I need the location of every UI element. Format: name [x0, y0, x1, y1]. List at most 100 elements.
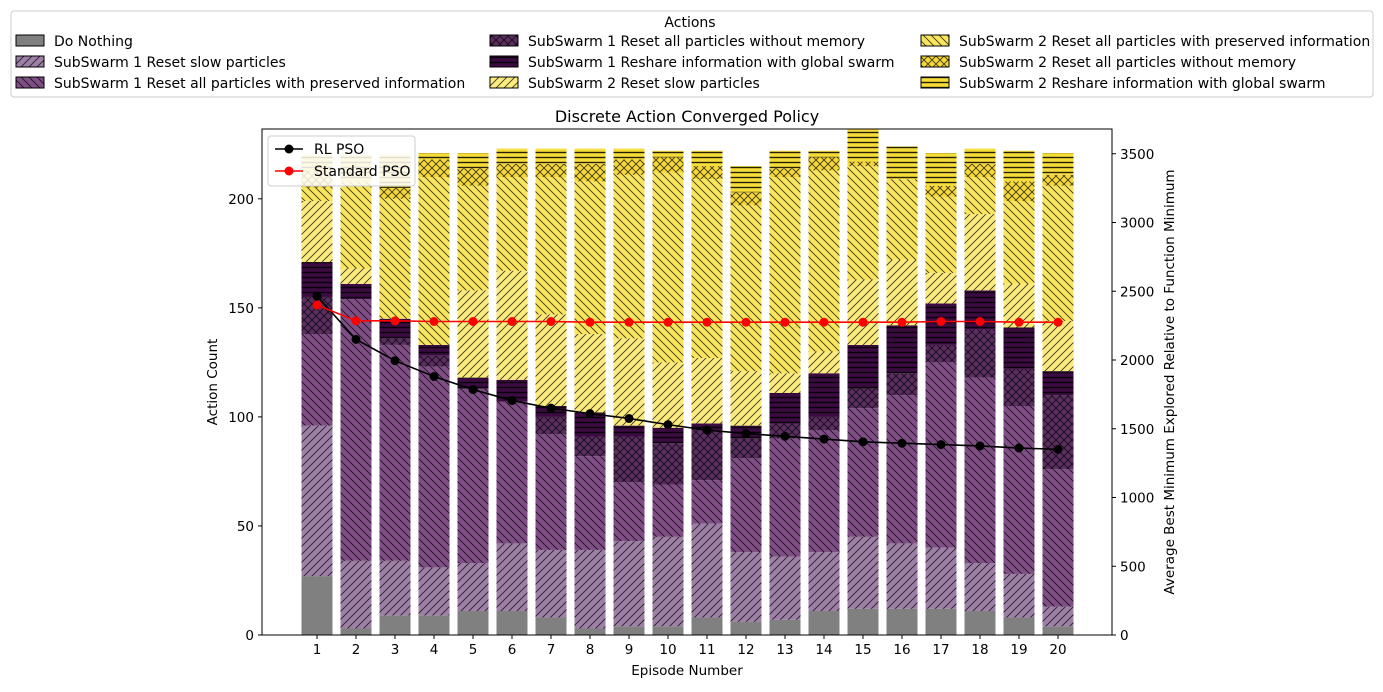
bar-fill-do-nothing-ep3 [379, 615, 411, 635]
point-rl-pso-ep10 [663, 420, 673, 430]
bar-segment [964, 148, 996, 164]
bar-hatch [964, 163, 996, 177]
legend-item-subswarm-1-reset-all-particles-with-preserved-information: SubSwarm 1 Reset all particles with pres… [15, 76, 465, 92]
y-tick-label: 100 [228, 410, 254, 426]
bar-segment [574, 628, 606, 635]
point-standard-pso-ep9 [624, 317, 634, 327]
bar-segment [652, 427, 684, 444]
bar-hatch [457, 377, 489, 389]
x-tick-label: 2 [352, 642, 361, 658]
legend-frame [10, 10, 1374, 98]
bar-fill-do-nothing-ep11 [691, 617, 723, 635]
bar-segment [496, 148, 528, 164]
bar-hatch [847, 279, 879, 345]
bar-segment [418, 615, 450, 635]
bar-hatch [652, 536, 684, 627]
bar-hatch [535, 314, 567, 406]
bar-segment [340, 268, 372, 284]
bar-segment [457, 377, 489, 389]
bar-segment [496, 176, 528, 271]
x-tick-label: 7 [547, 642, 556, 658]
bar-fill-do-nothing-ep8 [574, 628, 606, 635]
bar-segment [769, 373, 801, 393]
bar-segment [691, 166, 723, 180]
bar-hatch [847, 129, 879, 162]
legend-label: SubSwarm 1 Reset all particles without m… [528, 34, 865, 50]
bar-segment [574, 436, 606, 457]
bar-segment [574, 181, 606, 335]
bar-segment [613, 626, 645, 635]
point-standard-pso-ep20 [1053, 317, 1063, 327]
point-standard-pso-ep7 [546, 317, 556, 326]
y2-tick-label: 0 [1120, 628, 1129, 644]
bar-segment [847, 608, 879, 635]
y-axis-label: Action Count [205, 339, 221, 426]
bar-hatch [340, 560, 372, 629]
legend-label: SubSwarm 1 Reset slow particles [54, 55, 286, 71]
bar-hatch [1042, 152, 1074, 175]
bar-fill-do-nothing-ep1 [301, 576, 333, 635]
bar-segment [613, 482, 645, 542]
bar-segment [730, 205, 762, 372]
bar-hatch [418, 159, 450, 177]
bar-hatch [847, 536, 879, 609]
bar-hatch [964, 563, 996, 612]
x-tick-label: 17 [932, 642, 949, 658]
bar-segment [652, 484, 684, 537]
bar-segment [652, 536, 684, 627]
bar-segment [886, 179, 918, 260]
bar-hatch [613, 159, 645, 175]
bar-segment [1042, 371, 1074, 396]
bar-segment [769, 168, 801, 177]
bar-hatch [1042, 174, 1074, 186]
y2-tick-label: 1500 [1120, 422, 1154, 438]
legend-rl-pso-label: RL PSO [314, 142, 364, 158]
bar-segment [886, 543, 918, 609]
bar-hatch [964, 377, 996, 564]
bar-segment [418, 159, 450, 177]
bar-hatch [847, 388, 879, 409]
bar-hatch [886, 325, 918, 374]
y-tick-label: 50 [237, 519, 254, 535]
legend-items: Do Nothing SubSwarm 1 Reset slow particle… [15, 34, 1370, 92]
bar-hatch [1003, 327, 1035, 369]
bar-hatch [1042, 371, 1074, 396]
bar-hatch [730, 166, 762, 193]
bar-segment [925, 344, 957, 363]
bar-segment [379, 615, 411, 635]
bar-fill-do-nothing-ep4 [418, 615, 450, 635]
bar-hatch [574, 334, 606, 413]
bar-segment [847, 536, 879, 609]
bar-hatch [847, 344, 879, 389]
bar-segment [1003, 327, 1035, 369]
bar-segment [535, 176, 567, 315]
bar-segment [379, 560, 411, 616]
bar-segment [769, 556, 801, 620]
bar-segment [652, 150, 684, 158]
bar-hatch [457, 185, 489, 291]
legend-label: SubSwarm 1 Reshare information with glob… [528, 55, 895, 71]
point-standard-pso-ep10 [663, 317, 673, 327]
bar-hatch [652, 484, 684, 537]
bar-hatch [418, 152, 450, 160]
point-rl-pso-ep11 [702, 425, 712, 435]
bar-hatch [847, 161, 879, 167]
legend-standard-pso-marker [284, 166, 294, 176]
bar-hatch [457, 168, 489, 186]
y2-tick-label: 3500 [1120, 147, 1154, 163]
point-standard-pso-ep17 [936, 317, 946, 326]
legend-label: Do Nothing [54, 34, 133, 50]
bar-segment [574, 163, 606, 182]
bar-segment [340, 560, 372, 629]
bar-segment [301, 262, 333, 297]
bar-segment [496, 543, 528, 612]
y2-tick-label: 2500 [1120, 284, 1154, 300]
bar-hatch [457, 563, 489, 612]
bar-segment [574, 334, 606, 413]
legend-item-do-nothing: Do Nothing [15, 34, 133, 50]
bar-segment [379, 187, 411, 199]
bar-hatch [496, 543, 528, 612]
line-rl-pso [316, 295, 1059, 451]
y2-tick-label: 2000 [1120, 353, 1154, 369]
bar-hatch [379, 560, 411, 616]
